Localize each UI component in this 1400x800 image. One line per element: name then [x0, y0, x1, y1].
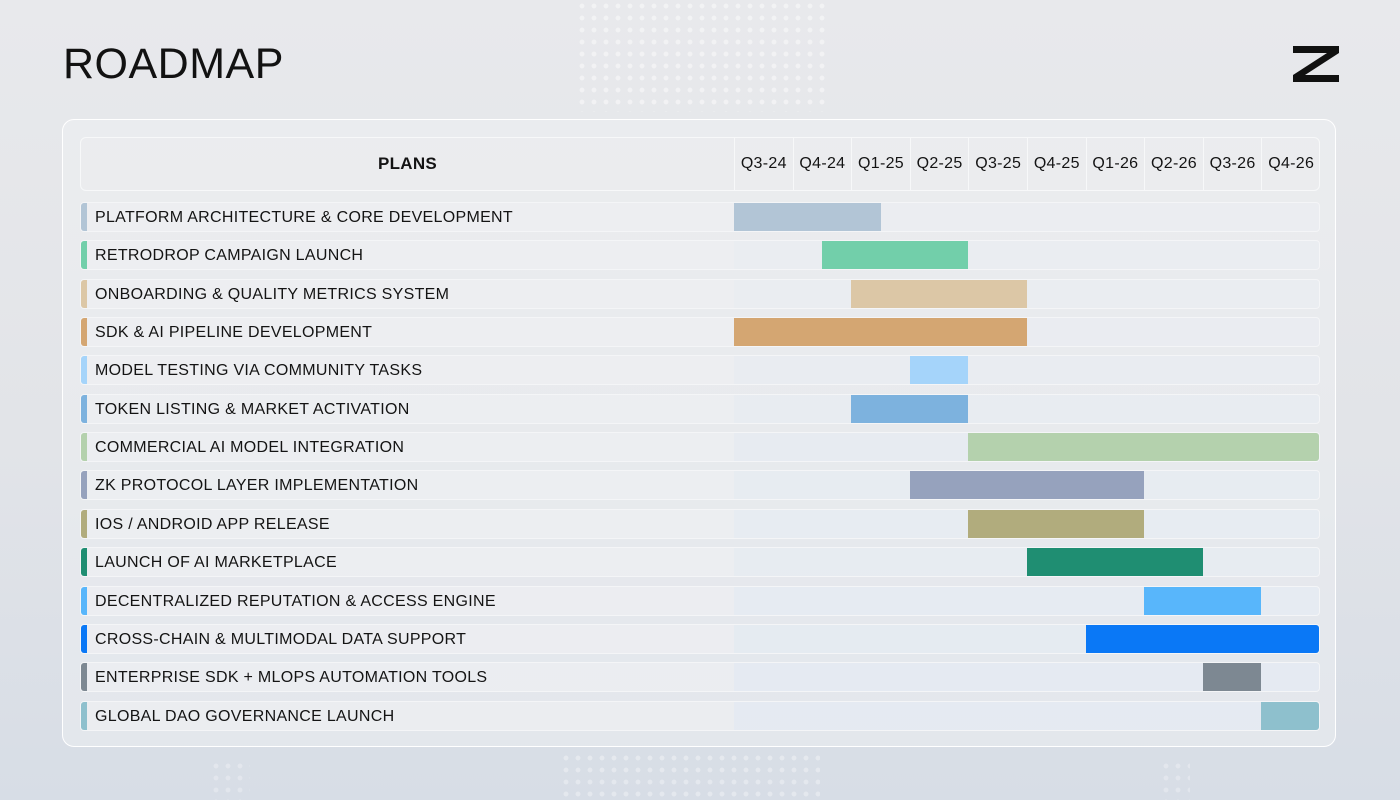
task-color-marker: [81, 625, 87, 653]
task-bar: [1261, 702, 1319, 730]
task-bar: [1202, 663, 1262, 691]
gantt-header-row: PLANS Q3-24 Q4-24 Q1-25 Q2-25 Q3-25 Q4-25 Q1-2…: [80, 137, 1320, 191]
task-color-marker: [81, 471, 87, 499]
task-label: TOKEN LISTING & MARKET ACTIVATION: [95, 401, 410, 418]
task-color-marker: [81, 356, 87, 384]
task-label: ENTERPRISE SDK + MLOPS AUTOMATION TOOLS: [95, 669, 488, 686]
task-bar: [909, 356, 969, 384]
task-color-marker: [81, 318, 87, 346]
task-color-marker: [81, 395, 87, 423]
task-row: CROSS-CHAIN & MULTIMODAL DATA SUPPORT: [80, 624, 1320, 654]
task-bar: [851, 280, 1027, 308]
z-logo-icon: [1293, 46, 1339, 82]
task-label: RETRODROP CAMPAIGN LAUNCH: [95, 247, 364, 264]
task-row: ONBOARDING & QUALITY METRICS SYSTEM: [80, 279, 1320, 309]
task-row: MODEL TESTING VIA COMMUNITY TASKS: [80, 355, 1320, 385]
task-color-marker: [81, 241, 87, 269]
task-bar: [734, 318, 1027, 346]
task-color-marker: [81, 548, 87, 576]
task-bar: [968, 510, 1145, 538]
background-dots-bottom-right: [1160, 760, 1190, 800]
task-color-marker: [81, 203, 87, 231]
timeline-track: [734, 395, 1319, 423]
task-bar: [851, 395, 969, 423]
quarter-header-q2-25: Q2-25: [909, 138, 969, 190]
task-bar: [734, 203, 881, 231]
task-row: SDK & AI PIPELINE DEVELOPMENT: [80, 317, 1320, 347]
task-color-marker: [81, 510, 87, 538]
quarter-header-q3-24: Q3-24: [734, 138, 793, 190]
task-row: DECENTRALIZED REPUTATION & ACCESS ENGINE: [80, 586, 1320, 616]
quarter-header-q1-26: Q1-26: [1085, 138, 1145, 190]
background-dots-bottom-left: [210, 760, 250, 800]
task-row: GLOBAL DAO GOVERNANCE LAUNCH: [80, 701, 1320, 731]
task-row: TOKEN LISTING & MARKET ACTIVATION: [80, 394, 1320, 424]
task-bar: [1144, 587, 1262, 615]
quarter-header-q3-25: Q3-25: [968, 138, 1027, 190]
task-color-marker: [81, 587, 87, 615]
task-color-marker: [81, 663, 87, 691]
task-row: IOS / ANDROID APP RELEASE: [80, 509, 1320, 539]
task-row: ZK PROTOCOL LAYER IMPLEMENTATION: [80, 470, 1320, 500]
task-row: COMMERCIAL AI MODEL INTEGRATION: [80, 432, 1320, 462]
quarter-header-q2-26: Q2-26: [1144, 138, 1203, 190]
task-label: MODEL TESTING VIA COMMUNITY TASKS: [95, 362, 423, 379]
task-color-marker: [81, 280, 87, 308]
task-label: CROSS-CHAIN & MULTIMODAL DATA SUPPORT: [95, 631, 467, 648]
background-dots-bottom: [560, 752, 820, 800]
task-bar: [1027, 548, 1203, 576]
task-label: GLOBAL DAO GOVERNANCE LAUNCH: [95, 708, 395, 725]
task-label: SDK & AI PIPELINE DEVELOPMENT: [95, 324, 373, 341]
task-row: PLATFORM ARCHITECTURE & CORE DEVELOPMENT: [80, 202, 1320, 232]
task-label: COMMERCIAL AI MODEL INTEGRATION: [95, 439, 405, 456]
timeline-track: [734, 548, 1319, 576]
task-label: DECENTRALIZED REPUTATION & ACCESS ENGINE: [95, 593, 496, 610]
quarter-header-q4-26: Q4-26: [1261, 138, 1320, 190]
page-title: ROADMAP: [63, 40, 284, 88]
task-label: ONBOARDING & QUALITY METRICS SYSTEM: [95, 286, 450, 303]
task-label: LAUNCH OF AI MARKETPLACE: [95, 554, 337, 571]
quarter-header-q1-25: Q1-25: [851, 138, 910, 190]
task-bar: [821, 241, 969, 269]
task-row: ENTERPRISE SDK + MLOPS AUTOMATION TOOLS: [80, 662, 1320, 692]
task-row: LAUNCH OF AI MARKETPLACE: [80, 547, 1320, 577]
task-row: RETRODROP CAMPAIGN LAUNCH: [80, 240, 1320, 270]
task-label: ZK PROTOCOL LAYER IMPLEMENTATION: [95, 477, 419, 494]
quarter-header-q3-26: Q3-26: [1202, 138, 1262, 190]
task-bar: [968, 433, 1319, 461]
quarter-header-q4-25: Q4-25: [1027, 138, 1086, 190]
plans-header: PLANS: [377, 154, 438, 173]
task-color-marker: [81, 433, 87, 461]
timeline-track: [734, 356, 1319, 384]
task-label: PLATFORM ARCHITECTURE & CORE DEVELOPMENT: [95, 209, 513, 226]
task-bar: [1085, 625, 1319, 653]
task-label: IOS / ANDROID APP RELEASE: [95, 516, 330, 533]
task-bar: [909, 471, 1145, 499]
timeline-track: [734, 702, 1319, 730]
task-color-marker: [81, 702, 87, 730]
quarter-header-q4-24: Q4-24: [792, 138, 852, 190]
background-dots-top: [576, 0, 826, 112]
